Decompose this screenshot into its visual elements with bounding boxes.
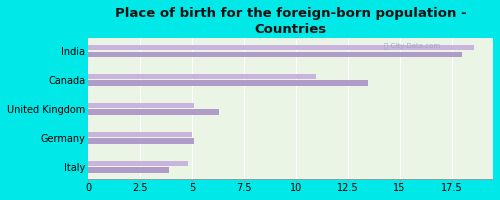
Text: ⓘ City-Data.com: ⓘ City-Data.com bbox=[384, 43, 440, 49]
Bar bbox=[88, 109, 219, 115]
Bar bbox=[88, 80, 368, 86]
Bar bbox=[88, 52, 462, 57]
Bar bbox=[88, 103, 194, 108]
Title: Place of birth for the foreign-born population -
Countries: Place of birth for the foreign-born popu… bbox=[114, 7, 467, 36]
Bar bbox=[88, 74, 316, 79]
Bar bbox=[88, 161, 188, 166]
Bar bbox=[88, 45, 474, 50]
Bar bbox=[88, 167, 169, 173]
Bar bbox=[88, 132, 192, 137]
Bar bbox=[88, 138, 194, 144]
